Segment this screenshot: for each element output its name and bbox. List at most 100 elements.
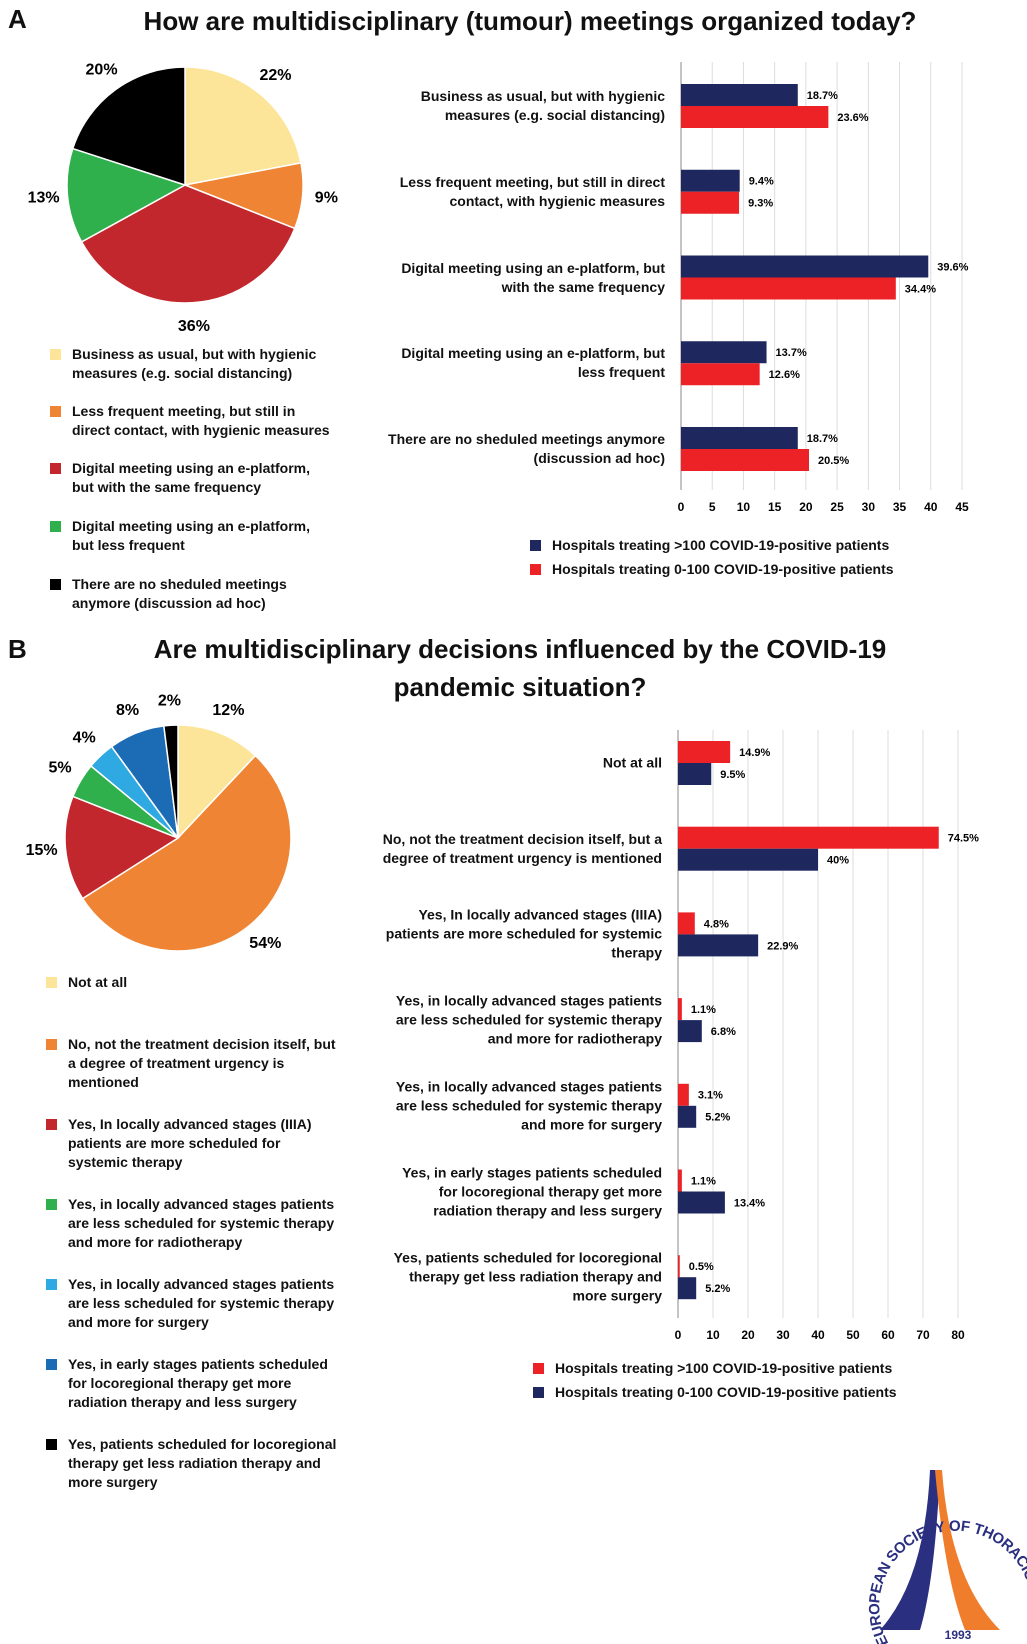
bar — [681, 169, 740, 192]
data-label: 23.6% — [837, 112, 868, 124]
x-tick-label: 35 — [893, 500, 907, 514]
data-label: 5% — [49, 759, 72, 776]
x-tick-label: 50 — [846, 1328, 860, 1342]
legend-swatch — [533, 1363, 544, 1374]
x-tick-label: 15 — [768, 500, 782, 514]
panel-title: Are multidisciplinary decisions influenc… — [153, 634, 887, 702]
legend-swatch — [46, 1119, 57, 1130]
legend-swatch — [533, 1387, 544, 1398]
bar — [678, 1277, 697, 1300]
data-label: 9% — [315, 190, 338, 207]
data-label: 36% — [178, 318, 210, 335]
data-label: 3.1% — [698, 1090, 723, 1102]
pie-slice — [66, 147, 187, 243]
data-label: 34.4% — [905, 283, 936, 295]
bar — [678, 998, 682, 1021]
category-label: No, not the treatment decision itself, b… — [382, 830, 662, 866]
data-label: 18.7% — [807, 433, 838, 445]
legend-label: Hospitals treating 0-100 COVID-19-positi… — [552, 561, 894, 577]
pie-slice — [71, 66, 186, 187]
logo-year: 1993 — [945, 1628, 972, 1642]
bar — [681, 341, 767, 364]
bar — [678, 1105, 697, 1128]
bar — [678, 848, 818, 871]
data-label: 2% — [158, 692, 181, 709]
bar — [681, 363, 760, 386]
x-tick-label: 10 — [737, 500, 751, 514]
x-tick-label: 60 — [881, 1328, 895, 1342]
data-label: 5.2% — [705, 1283, 730, 1295]
bar — [681, 84, 798, 106]
bar — [678, 912, 695, 935]
category-label: Yes, in locally advanced stages patients… — [395, 1078, 662, 1133]
legend-swatch — [50, 349, 61, 360]
legend-swatch — [46, 1439, 57, 1450]
data-label: 12% — [212, 702, 244, 719]
data-label: 20% — [86, 61, 118, 78]
x-tick-label: 30 — [862, 500, 876, 514]
category-label: Yes, In locally advanced stages (IIIA) p… — [385, 906, 662, 961]
bar — [678, 1169, 682, 1192]
legend-swatch — [50, 579, 61, 590]
legend-label: Hospitals treating >100 COVID-19-positiv… — [555, 1360, 893, 1376]
data-label: 9.5% — [720, 769, 745, 781]
data-label: 9.3% — [748, 198, 773, 210]
data-label: 9.4% — [749, 176, 774, 188]
legend-swatch — [50, 463, 61, 474]
data-label: 1.1% — [691, 1004, 716, 1016]
logo-shape — [935, 1470, 1000, 1630]
pie-slice — [64, 795, 180, 900]
data-label: 14.9% — [739, 747, 770, 759]
legend-label: Digital meeting using an e-platform, but… — [72, 460, 311, 495]
bar — [681, 427, 798, 449]
legend-label: Yes, In locally advanced stages (IIIA) p… — [68, 1116, 312, 1170]
x-tick-label: 0 — [675, 1328, 682, 1342]
x-tick-label: 10 — [706, 1328, 720, 1342]
logo-shape — [880, 1470, 940, 1630]
legend-swatch — [50, 406, 61, 417]
pie-slice — [184, 66, 302, 186]
legend-label: Hospitals treating >100 COVID-19-positiv… — [552, 537, 890, 553]
category-label: Not at all — [602, 754, 662, 771]
x-tick-label: 25 — [830, 500, 844, 514]
x-tick-label: 5 — [709, 500, 716, 514]
legend-swatch — [46, 1039, 57, 1050]
category-label: Business as usual, but with hygienic mea… — [420, 88, 665, 123]
category-label: Yes, in locally advanced stages patients… — [395, 992, 662, 1047]
panel-title: How are multidisciplinary (tumour) meeti… — [143, 6, 917, 36]
legend-label: Yes, in early stages patients scheduled … — [68, 1356, 328, 1410]
bar — [678, 741, 731, 763]
x-tick-label: 80 — [951, 1328, 965, 1342]
category-label: Yes, in early stages patients scheduled … — [402, 1164, 662, 1218]
data-label: 13% — [28, 190, 60, 207]
pie-slice — [81, 754, 292, 952]
bar — [681, 255, 929, 278]
data-label: 22% — [259, 67, 291, 84]
panel-label: B — [8, 634, 27, 664]
category-label: Less frequent meeting, but still in dire… — [399, 173, 665, 209]
bar — [678, 1020, 702, 1043]
panel-label: A — [8, 4, 27, 34]
data-label: 40% — [827, 855, 849, 867]
legend-label: No, not the treatment decision itself, b… — [68, 1036, 336, 1090]
x-tick-label: 0 — [678, 500, 685, 514]
legend-label: Yes, in locally advanced stages patients… — [68, 1276, 335, 1330]
bar — [681, 277, 896, 300]
legend-label: Digital meeting using an e-platform, but… — [72, 518, 311, 553]
bar — [678, 1191, 725, 1214]
legend-label: Business as usual, but with hygienic mea… — [72, 346, 317, 381]
x-tick-label: 40 — [924, 500, 938, 514]
data-label: 54% — [249, 935, 281, 952]
bar — [678, 1083, 689, 1106]
bar — [678, 826, 939, 849]
legend-swatch — [46, 977, 57, 988]
data-label: 0.5% — [689, 1261, 714, 1273]
x-tick-label: 20 — [741, 1328, 755, 1342]
legend-swatch — [530, 564, 541, 575]
bar — [681, 106, 829, 128]
bar — [678, 1255, 680, 1278]
bar — [678, 934, 759, 957]
data-label: 22.9% — [767, 940, 798, 952]
legend-label: There are no sheduled meetings anymore (… — [72, 576, 287, 611]
bar — [681, 449, 810, 471]
